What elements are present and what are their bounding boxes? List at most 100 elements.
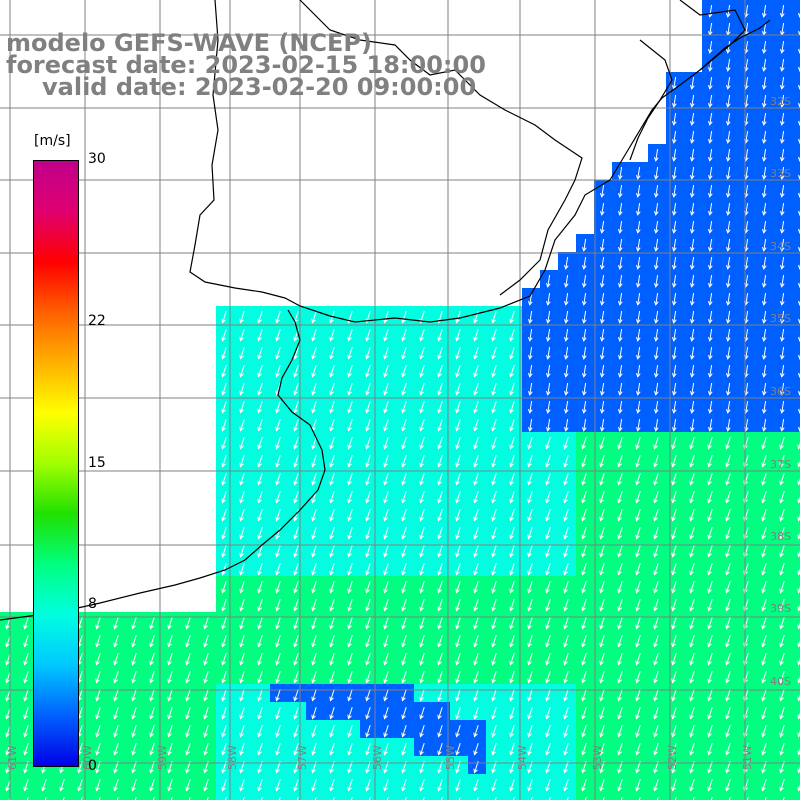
wind-arrow bbox=[599, 400, 605, 414]
wind-arrow bbox=[527, 491, 533, 504]
field-cell bbox=[792, 54, 800, 72]
wind-arrow bbox=[563, 635, 569, 648]
wind-arrow bbox=[707, 581, 713, 594]
wind-arrow bbox=[239, 617, 245, 630]
wind-arrow bbox=[329, 509, 335, 522]
wind-arrow bbox=[689, 527, 695, 540]
wind-arrow bbox=[185, 725, 191, 738]
coastline bbox=[0, 0, 771, 621]
coastline-path bbox=[189, 0, 771, 323]
wind-arrow bbox=[509, 653, 515, 666]
field-cell bbox=[792, 720, 800, 738]
wind-arrow bbox=[221, 545, 227, 558]
wind-arrow bbox=[437, 401, 443, 414]
wind-arrow bbox=[275, 653, 281, 666]
wind-arrow bbox=[221, 473, 227, 486]
lon-label: 51W bbox=[741, 745, 754, 770]
wind-arrow bbox=[131, 689, 137, 702]
wind-arrow bbox=[347, 509, 353, 522]
wind-arrow bbox=[311, 635, 317, 648]
wind-arrow bbox=[257, 617, 263, 630]
wind-arrow bbox=[167, 635, 173, 648]
wind-arrow bbox=[725, 202, 731, 216]
field-cell bbox=[234, 792, 252, 800]
wind-arrow bbox=[584, 797, 587, 800]
wind-arrow bbox=[761, 725, 767, 738]
wind-arrow bbox=[383, 635, 389, 648]
wind-arrow bbox=[599, 292, 605, 306]
wind-arrow bbox=[242, 797, 245, 800]
wind-arrow bbox=[563, 509, 569, 522]
wind-arrow bbox=[347, 581, 353, 594]
wind-arrow bbox=[725, 418, 731, 432]
wind-arrow bbox=[365, 419, 371, 432]
wind-arrow bbox=[653, 653, 659, 666]
wind-arrow bbox=[455, 635, 461, 648]
wind-arrow bbox=[599, 238, 605, 252]
wind-arrow bbox=[527, 328, 533, 342]
wind-arrow bbox=[674, 797, 677, 800]
wind-arrow bbox=[170, 797, 173, 800]
wind-arrow bbox=[347, 653, 353, 666]
wind-arrow bbox=[545, 274, 551, 288]
wind-arrow bbox=[293, 383, 299, 396]
wind-arrow bbox=[779, 310, 785, 324]
wind-arrow bbox=[347, 419, 353, 432]
wind-arrow bbox=[617, 382, 623, 396]
wind-arrow bbox=[599, 635, 605, 648]
wind-arrow bbox=[23, 725, 29, 738]
wind-arrow bbox=[203, 689, 209, 702]
wind-arrow bbox=[365, 473, 371, 486]
wind-arrow bbox=[527, 437, 533, 450]
wind-arrow bbox=[476, 797, 479, 800]
wind-arrow bbox=[797, 442, 800, 450]
wind-arrow bbox=[581, 599, 587, 612]
wind-arrow bbox=[401, 779, 407, 792]
wind-arrow bbox=[419, 599, 425, 612]
wind-arrow bbox=[563, 563, 569, 576]
wind-arrow bbox=[617, 599, 623, 612]
wind-arrow bbox=[545, 400, 551, 414]
wind-arrow bbox=[581, 455, 587, 468]
wind-arrow bbox=[257, 743, 263, 756]
field-cell bbox=[630, 792, 648, 800]
wind-arrow bbox=[581, 473, 587, 486]
wind-arrow bbox=[617, 310, 623, 324]
field-cell bbox=[792, 288, 800, 306]
wind-arrow bbox=[635, 184, 641, 198]
wind-arrow bbox=[275, 365, 281, 378]
wind-arrow bbox=[635, 545, 641, 558]
wind-arrow bbox=[545, 689, 551, 702]
wind-arrow bbox=[383, 365, 389, 378]
wind-arrow bbox=[653, 274, 659, 288]
wind-arrow bbox=[509, 509, 515, 522]
wind-arrow bbox=[131, 617, 137, 630]
wind-arrow bbox=[404, 797, 407, 800]
wind-arrow bbox=[509, 635, 515, 648]
wind-arrow bbox=[509, 437, 515, 450]
wind-arrow bbox=[275, 563, 281, 576]
wind-arrow bbox=[689, 130, 695, 144]
wind-arrow bbox=[779, 437, 785, 450]
wind-arrow bbox=[617, 166, 623, 180]
wind-arrow bbox=[689, 220, 695, 234]
wind-arrow bbox=[473, 689, 479, 702]
wind-arrow bbox=[311, 455, 317, 468]
field-cell bbox=[792, 504, 800, 522]
wind-arrow bbox=[797, 676, 800, 684]
wind-arrow bbox=[707, 545, 713, 558]
wind-arrow bbox=[473, 437, 479, 450]
wind-arrow bbox=[239, 599, 245, 612]
wind-arrow bbox=[779, 40, 785, 54]
wind-arrow bbox=[527, 364, 533, 378]
wind-arrow bbox=[113, 671, 119, 684]
field-cell bbox=[792, 594, 800, 612]
wind-arrow bbox=[689, 166, 695, 180]
wind-arrow bbox=[689, 725, 695, 738]
wind-arrow bbox=[599, 581, 605, 594]
wind-arrow bbox=[545, 382, 551, 396]
wind-arrow bbox=[599, 382, 605, 396]
wind-arrow bbox=[239, 689, 245, 702]
wind-arrow bbox=[671, 400, 677, 414]
